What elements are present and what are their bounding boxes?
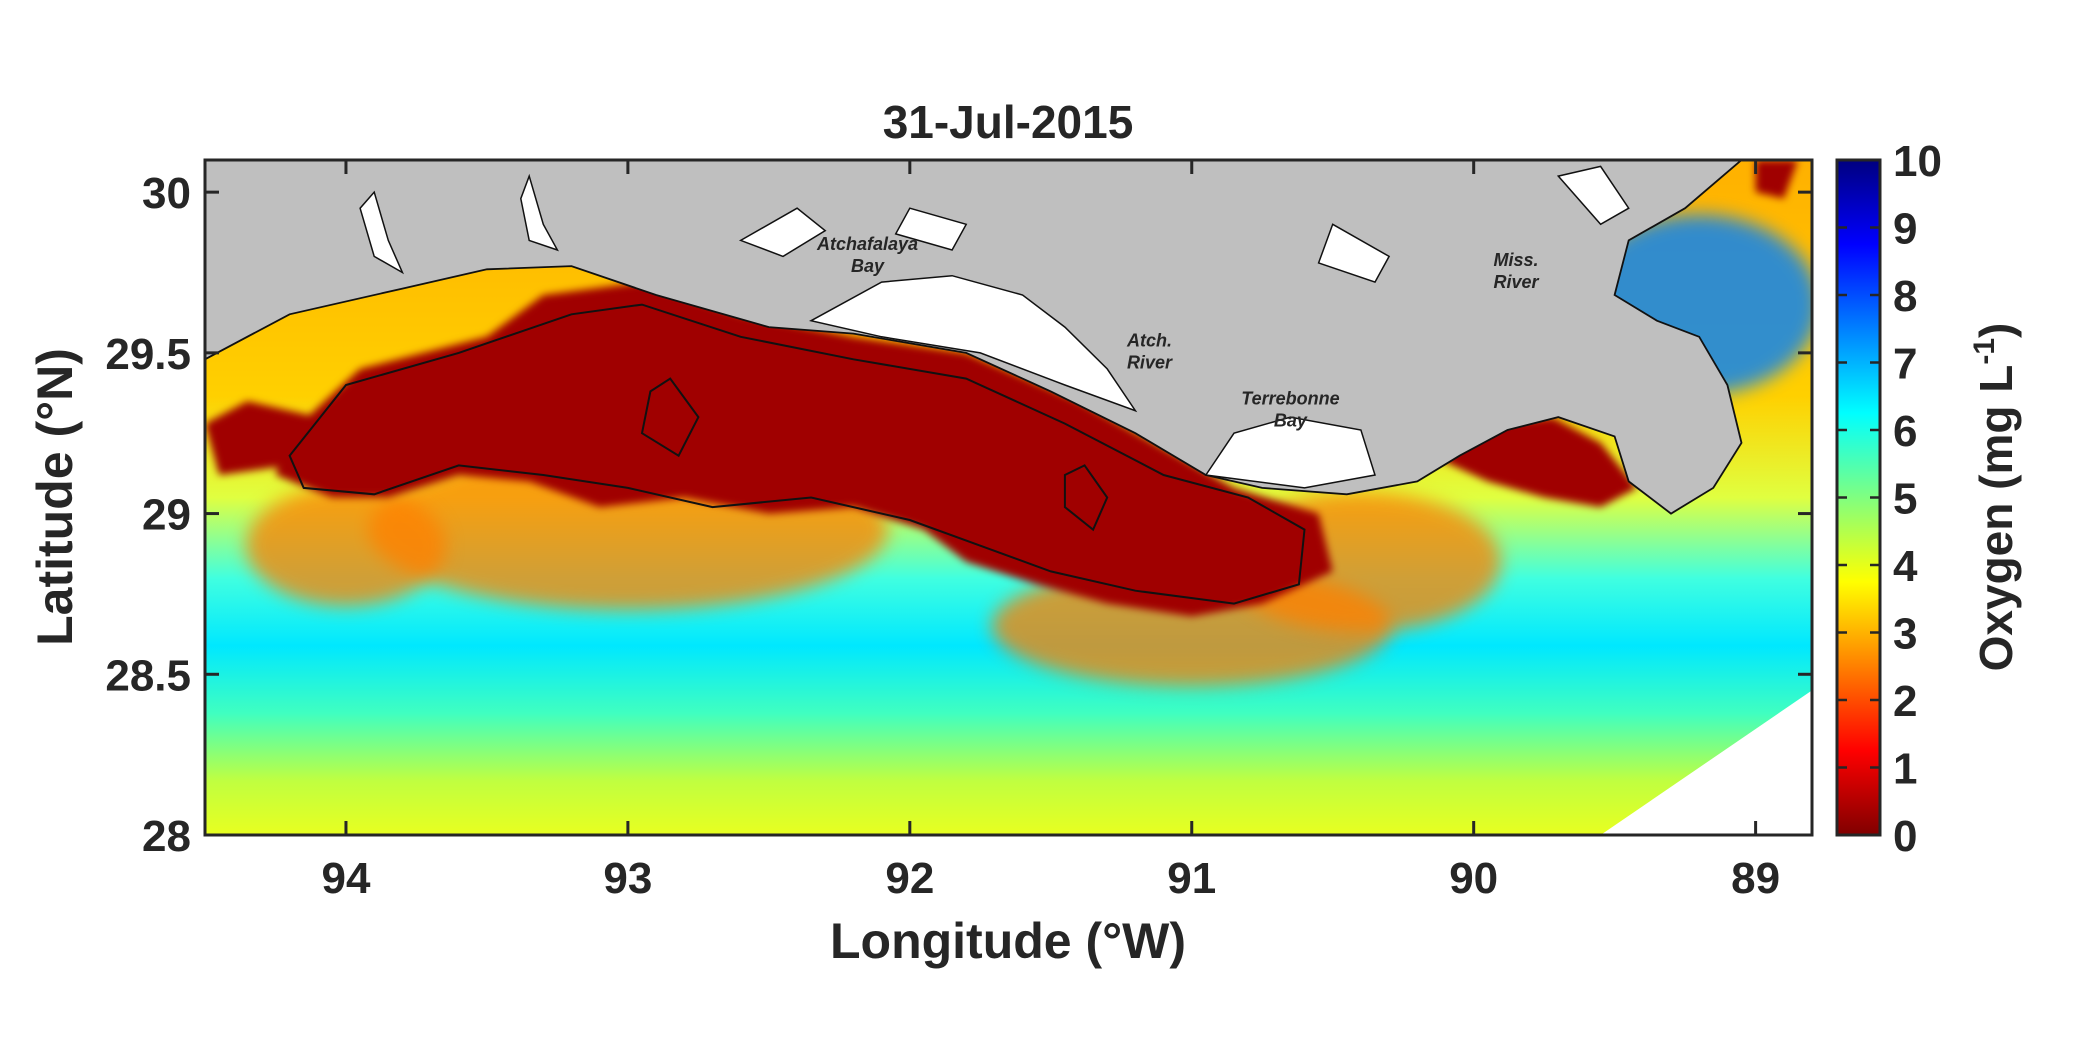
y-tick-label: 28.5 <box>105 651 191 700</box>
y-tick-label: 29 <box>142 491 191 540</box>
no-data-region <box>1600 690 1812 835</box>
colorbar-tick-label: 3 <box>1893 610 1917 659</box>
colorbar-tick-label: 2 <box>1893 677 1917 726</box>
x-tick-label: 92 <box>885 854 934 903</box>
x-tick-label: 93 <box>603 854 652 903</box>
x-tick-label: 89 <box>1731 854 1780 903</box>
colorbar-tick-label: 9 <box>1893 205 1917 254</box>
hypoxia-contours <box>288 303 1306 605</box>
water-calcasieu-lake <box>520 173 559 252</box>
colorbar-tick-label: 1 <box>1893 745 1917 794</box>
hypoxic-zone-ne-corner <box>1755 160 1798 199</box>
y-tick-label: 29.5 <box>105 330 191 379</box>
map-annotations: Atchafalaya Bay Atch. River Terrebonne Bay Mis… <box>816 234 1539 430</box>
water-terrebonne-bay <box>1204 416 1376 489</box>
x-tick-label: 90 <box>1449 854 1498 903</box>
colorbar-tick-label: 7 <box>1893 340 1917 389</box>
x-axis-label: Longitude (°W) <box>830 913 1186 969</box>
colorbar-tick-label: 5 <box>1893 475 1917 524</box>
colorbar-tick-label: 0 <box>1893 812 1917 861</box>
land-layer <box>205 160 1743 515</box>
contour-line-main <box>288 303 1306 605</box>
water-atchafalaya-bay <box>809 274 1138 413</box>
plot-frame <box>203 158 1814 837</box>
y-tick-label: 28 <box>142 812 191 861</box>
x-tick-label: 94 <box>321 854 370 903</box>
contour-line-blob2 <box>1063 464 1109 532</box>
x-tick-label: 91 <box>1167 854 1216 903</box>
colorbar-ticks: 0 1 2 3 4 5 6 7 8 9 10 <box>1837 137 1942 861</box>
water-white-lake <box>738 207 827 258</box>
colorbar-tick-label: 10 <box>1893 137 1942 186</box>
y-axis: 28 28.5 29 29.5 30 <box>105 169 1812 861</box>
water-lake-borgne <box>1556 165 1630 226</box>
x-axis: 94 93 92 91 90 89 <box>321 160 1780 903</box>
map-label-3: Miss. River <box>1493 250 1539 292</box>
contour-line-blob1 <box>640 377 700 458</box>
colorbar-label-main: Oxygen (mg L <box>1970 365 2022 672</box>
colorbar-label-sup: -1 <box>1968 338 2001 365</box>
colorbar: 0 1 2 3 4 5 6 7 8 9 10 Oxygen (mg L-1) <box>1835 137 2022 861</box>
water-sabine-lake <box>359 190 404 275</box>
map-label-2: Terrebonne Bay <box>1241 388 1339 430</box>
map-label-0: Atchafalaya Bay <box>816 234 918 276</box>
hypoxic-zone-core <box>275 282 1333 617</box>
y-axis-label: Latitude (°N) <box>27 348 83 646</box>
plot-area: Atchafalaya Bay Atch. River Terrebonne Bay Mis… <box>205 160 1812 835</box>
colorbar-label: Oxygen (mg L-1) <box>1968 323 2022 672</box>
y-tick-label: 30 <box>142 169 191 218</box>
colorbar-label-end: ) <box>1970 323 2022 338</box>
colorbar-tick-label: 4 <box>1893 542 1918 591</box>
colorbar-tick-label: 8 <box>1893 272 1917 321</box>
chart-title: 31-Jul-2015 <box>883 96 1134 148</box>
water-grand-lake <box>894 207 968 251</box>
colorbar-tick-label: 6 <box>1893 407 1917 456</box>
water-lake-salvador <box>1317 223 1391 284</box>
map-label-1: Atch. River <box>1126 330 1173 372</box>
low-oxygen-patch-3 <box>245 485 446 606</box>
